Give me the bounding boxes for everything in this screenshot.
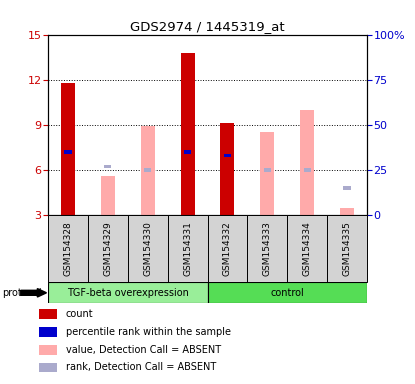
- Bar: [88, 215, 128, 282]
- Text: protocol: protocol: [2, 288, 42, 298]
- Bar: [220, 123, 234, 215]
- Bar: [287, 215, 327, 282]
- Bar: [327, 215, 367, 282]
- Bar: [340, 207, 354, 215]
- Bar: [300, 110, 314, 215]
- Bar: [264, 168, 271, 172]
- Bar: [48, 282, 208, 303]
- Title: GDS2974 / 1445319_at: GDS2974 / 1445319_at: [130, 20, 285, 33]
- Bar: [208, 215, 247, 282]
- Bar: [181, 53, 195, 215]
- Bar: [303, 168, 311, 172]
- Text: count: count: [66, 309, 93, 319]
- Text: GSM154333: GSM154333: [263, 221, 272, 276]
- Text: GSM154329: GSM154329: [103, 221, 112, 276]
- Bar: [184, 150, 191, 154]
- Bar: [168, 215, 208, 282]
- Bar: [39, 362, 57, 372]
- Bar: [61, 83, 75, 215]
- Bar: [39, 345, 57, 354]
- Text: value, Detection Call = ABSENT: value, Detection Call = ABSENT: [66, 345, 221, 355]
- Text: GSM154330: GSM154330: [143, 221, 152, 276]
- Bar: [64, 150, 71, 154]
- Text: rank, Detection Call = ABSENT: rank, Detection Call = ABSENT: [66, 362, 216, 372]
- Text: control: control: [271, 288, 304, 298]
- Bar: [208, 282, 367, 303]
- Bar: [104, 165, 112, 168]
- Text: GSM154331: GSM154331: [183, 221, 192, 276]
- Bar: [247, 215, 287, 282]
- Bar: [144, 168, 151, 172]
- Text: GSM154335: GSM154335: [343, 221, 352, 276]
- Bar: [101, 176, 115, 215]
- Bar: [344, 186, 351, 190]
- Bar: [261, 132, 274, 215]
- Text: GSM154334: GSM154334: [303, 221, 312, 276]
- Text: percentile rank within the sample: percentile rank within the sample: [66, 327, 231, 337]
- Bar: [39, 327, 57, 337]
- Text: GSM154328: GSM154328: [63, 221, 72, 276]
- Text: GSM154332: GSM154332: [223, 221, 232, 276]
- Bar: [48, 215, 88, 282]
- Bar: [39, 309, 57, 319]
- Bar: [224, 154, 231, 157]
- Bar: [128, 215, 168, 282]
- Bar: [141, 126, 154, 215]
- Text: TGF-beta overexpression: TGF-beta overexpression: [67, 288, 188, 298]
